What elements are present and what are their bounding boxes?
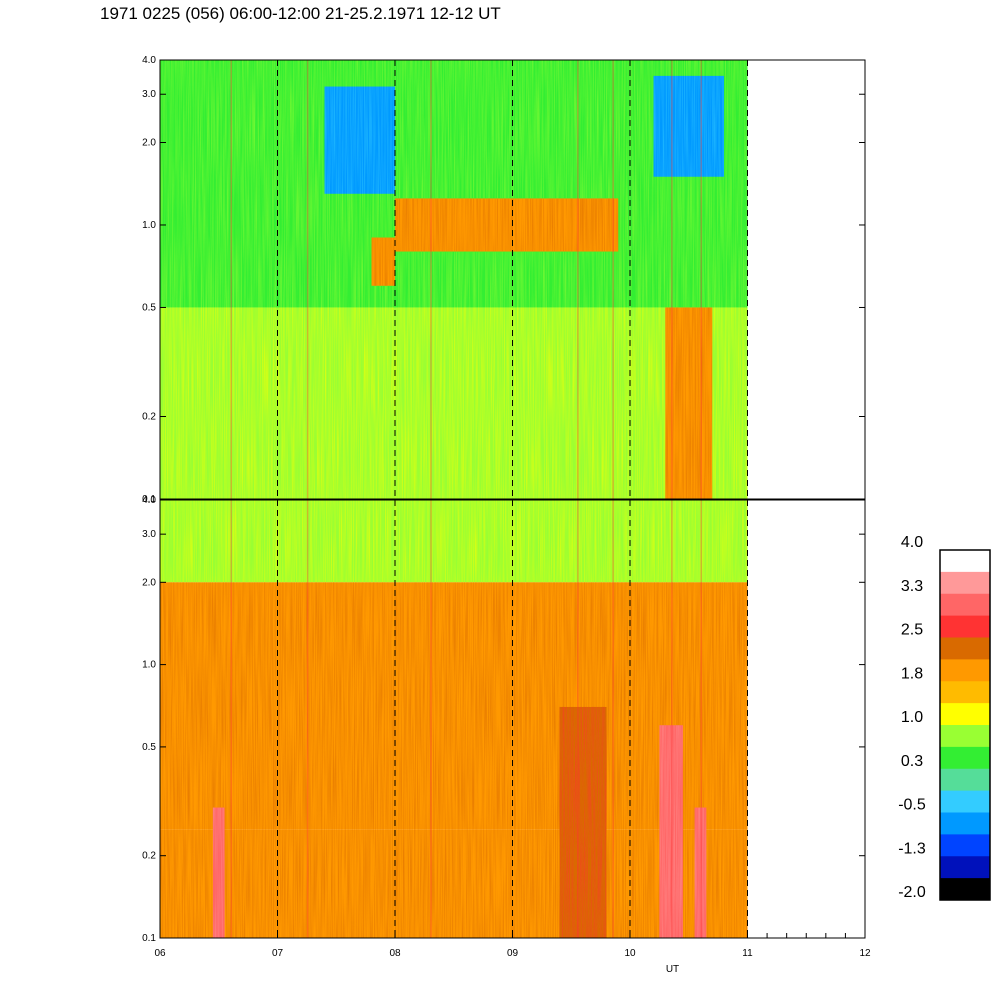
y-tick-label: 0.2: [142, 412, 156, 423]
colorbar-swatch: [940, 550, 990, 573]
y-tick-label: 0.5: [142, 302, 156, 313]
x-tick-label: 11: [742, 948, 753, 959]
spectrogram-streak: [612, 60, 614, 499]
y-tick-label: 2.0: [142, 577, 156, 588]
spectrogram-streak: [430, 500, 432, 938]
colorbar-swatch: [940, 746, 990, 770]
y-tick-label: 1.0: [142, 220, 156, 231]
spectrogram-texture: [559, 706, 607, 938]
spectrogram-streak: [577, 60, 579, 499]
colorbar-swatch: [940, 768, 990, 792]
colorbar-swatch: [940, 593, 990, 617]
y-tick-label: 2.0: [142, 137, 156, 148]
colorbar-swatch: [940, 659, 990, 682]
spectrogram-streak: [671, 500, 673, 938]
y-tick-label: 1.0: [142, 660, 156, 671]
colorbar-swatch: [940, 812, 990, 835]
spectrogram-streak: [612, 500, 614, 938]
spectrogram-texture: [160, 500, 748, 583]
colorbar-label: -1.3: [898, 840, 926, 857]
colorbar-label: 1.8: [901, 665, 923, 682]
colorbar-frame: [939, 549, 991, 901]
spectrogram-texture: [653, 75, 724, 177]
colorbar-label: -0.5: [898, 797, 926, 814]
spectrogram-streak: [700, 500, 702, 938]
spectrogram-texture: [324, 86, 395, 194]
x-tick-label: 08: [389, 948, 401, 959]
colorbar-swatch: [940, 834, 990, 857]
y-tick-label: 3.0: [142, 89, 156, 100]
spectrogram-streak: [577, 500, 579, 938]
y-tick-label: 0.1: [142, 494, 156, 505]
colorbar-swatch: [940, 637, 990, 660]
spectrogram-texture: [665, 307, 713, 499]
y-tick-label: 0.2: [142, 851, 156, 862]
colorbar-swatch: [940, 790, 990, 813]
spectrogram-texture: [395, 198, 619, 252]
spectrogram-texture: [160, 829, 748, 938]
spectrogram-texture: [212, 807, 225, 938]
colorbar-label: -2.0: [898, 884, 926, 901]
colorbar-label: 4.0: [901, 534, 923, 551]
colorbar-swatch: [940, 571, 990, 595]
colorbar-swatch: [940, 681, 990, 704]
colorbar-label: 0.3: [901, 753, 923, 770]
colorbar-label: 2.5: [901, 622, 923, 639]
x-tick-label: 12: [859, 948, 871, 959]
upper-spectrogram-panel: [160, 60, 748, 499]
axes-layer: 0.10.20.51.02.03.04.00.10.20.51.02.03.04…: [142, 55, 871, 975]
x-axis-label: UT: [666, 964, 679, 975]
lower-spectrogram-panel: [160, 500, 748, 938]
y-tick-label: 0.5: [142, 742, 156, 753]
x-tick-label: 06: [154, 948, 166, 959]
colorbar-swatch: [940, 615, 990, 638]
colorbar-swatch: [940, 878, 990, 901]
spectrogram-streak: [700, 60, 702, 499]
figure-title: 1971 0225 (056) 06:00-12:00 21-25.2.1971…: [100, 4, 501, 23]
spectrogram-texture: [371, 237, 395, 286]
spectrogram-texture: [160, 60, 748, 308]
spectrogram-streak: [671, 60, 673, 499]
y-tick-label: 4.0: [142, 495, 156, 506]
spectrogram-texture: [160, 582, 748, 830]
x-tick-label: 07: [272, 948, 284, 959]
colorbar-swatch: [940, 703, 990, 726]
spectrogram-texture: [694, 807, 707, 938]
colorbar-swatch: [940, 856, 990, 879]
x-tick-label: 10: [624, 948, 636, 959]
spectrogram-streak: [306, 500, 309, 938]
spectrogram-texture: [659, 725, 683, 938]
spectrogram-streak: [430, 60, 432, 499]
x-tick-label: 09: [507, 948, 519, 959]
colorbar: 4.0 3.3 2.5 1.8 1.0 0.3 -0.5 -1.3 -2.0: [898, 534, 991, 901]
spectrogram-streak: [230, 60, 232, 499]
y-tick-label: 4.0: [142, 55, 156, 66]
spectrogram-streak: [230, 500, 232, 938]
colorbar-swatch: [940, 725, 990, 748]
y-tick-label: 0.1: [142, 933, 156, 944]
colorbar-label: 1.0: [901, 709, 923, 726]
y-tick-label: 3.0: [142, 529, 156, 540]
colorbar-label: 3.3: [901, 578, 923, 595]
spectrogram-streak: [306, 60, 309, 499]
spectrogram-texture: [160, 307, 748, 499]
